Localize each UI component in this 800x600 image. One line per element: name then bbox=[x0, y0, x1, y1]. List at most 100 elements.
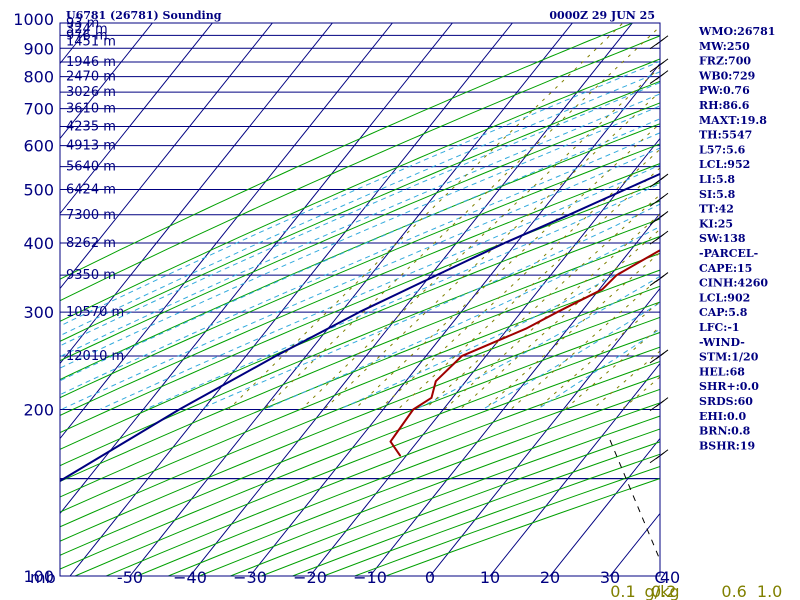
temperature-tick-label: 30 bbox=[600, 568, 620, 587]
mixing-ratio-line bbox=[263, 25, 660, 410]
mixing-ratio-unit-label: g/kg bbox=[645, 582, 680, 600]
height-label: 3610 m bbox=[66, 102, 116, 117]
plot-frame bbox=[59, 22, 661, 577]
index-entry: -WIND- bbox=[699, 336, 745, 349]
index-entry: EHI:0.0 bbox=[699, 410, 746, 423]
temperature-trace-point bbox=[461, 355, 463, 357]
dewpoint-trace-point bbox=[358, 311, 360, 313]
index-entry: FRZ:700 bbox=[699, 55, 751, 68]
height-label: 2470 m bbox=[66, 70, 116, 85]
dewpoint-trace-point bbox=[568, 213, 570, 216]
temperature-trace-point bbox=[556, 311, 558, 313]
isotherm-line bbox=[60, 23, 333, 365]
dewpoint-trace-point bbox=[63, 477, 65, 480]
index-entry: WB0:729 bbox=[698, 69, 755, 82]
height-label: 9350 m bbox=[66, 268, 116, 283]
isotherm-line bbox=[489, 362, 660, 576]
pressure-tick-label: 800 bbox=[23, 68, 54, 87]
index-entry: CAP:5.8 bbox=[699, 306, 748, 319]
temperature-tick-label: −40 bbox=[173, 568, 207, 587]
dry-adiabat-line bbox=[60, 218, 660, 467]
index-entry: LI:5.8 bbox=[699, 173, 735, 186]
isotherm-line bbox=[309, 137, 660, 576]
index-entry: LCL:902 bbox=[699, 291, 750, 304]
station-title: U6781 (26781) Sounding bbox=[66, 9, 222, 22]
pressure-tick-label: 500 bbox=[23, 180, 54, 199]
index-entry: WMO:26781 bbox=[698, 25, 775, 38]
index-entry: SHR+:0.0 bbox=[699, 380, 759, 393]
pressure-tick-label: 700 bbox=[23, 100, 54, 119]
pressure-tick-label: 900 bbox=[23, 39, 54, 58]
temperature-tick-label: 20 bbox=[540, 568, 560, 587]
temperature-trace-point bbox=[435, 380, 437, 383]
dewpoint-trace-point bbox=[275, 355, 277, 357]
height-label: 4913 m bbox=[66, 139, 116, 154]
moist-adiabat-line bbox=[60, 82, 660, 347]
hodograph-guide bbox=[609, 439, 661, 561]
index-entry: TT:42 bbox=[699, 203, 734, 216]
isotherm-line bbox=[129, 23, 573, 576]
index-entry: RH:86.6 bbox=[699, 99, 750, 112]
index-entry: BRN:0.8 bbox=[699, 425, 751, 438]
temperature-trace-point bbox=[399, 454, 402, 457]
index-entry: STM:1/20 bbox=[699, 351, 759, 364]
mixing-ratio-line bbox=[300, 66, 660, 410]
mixing-ratio-tick-label: 0.2 bbox=[651, 582, 676, 600]
temperature-tick-label: 0 bbox=[425, 568, 435, 587]
height-label: 1451 m bbox=[66, 35, 116, 50]
height-label: 5640 m bbox=[66, 160, 116, 175]
temperature-tick-label: −20 bbox=[293, 568, 327, 587]
isotherm-line bbox=[60, 23, 213, 215]
height-label: 12010 m bbox=[66, 349, 124, 364]
temperature-trace-point bbox=[601, 288, 604, 291]
temperature-tick-label: 10 bbox=[480, 568, 500, 587]
isotherm-line bbox=[429, 287, 660, 576]
temperature-tick-label: -50 bbox=[117, 568, 143, 587]
dry-adiabat-line bbox=[60, 58, 660, 322]
dry-adiabat-line bbox=[60, 123, 660, 381]
temperature-unit-label: C bbox=[654, 568, 665, 587]
index-entry: BSHR:19 bbox=[699, 439, 755, 452]
pressure-tick-label: 600 bbox=[23, 137, 54, 156]
dry-adiabat-line bbox=[60, 301, 660, 542]
isotherm-line bbox=[60, 23, 153, 140]
index-entry: CINH:4260 bbox=[699, 277, 768, 290]
height-label: 10570 m bbox=[66, 305, 124, 320]
dry-adiabat-line bbox=[60, 35, 660, 302]
dry-adiabat-line bbox=[60, 182, 660, 434]
dry-adiabat-line bbox=[60, 252, 660, 498]
moist-adiabat-line bbox=[60, 60, 660, 327]
temperature-trace-point bbox=[615, 274, 618, 276]
dewpoint-trace-point bbox=[435, 274, 438, 276]
height-label: 93 m bbox=[66, 16, 99, 31]
thermo-grid bbox=[60, 23, 660, 576]
height-label: 1946 m bbox=[66, 55, 116, 70]
pressure-tick-label: 200 bbox=[23, 401, 54, 420]
mixing-ratio-line bbox=[443, 213, 660, 410]
index-entry: SW:138 bbox=[699, 232, 746, 245]
index-entry: KI:25 bbox=[699, 217, 733, 230]
moist-adiabat-line bbox=[61, 147, 660, 410]
moist-adiabat-line bbox=[415, 275, 660, 410]
height-label: 6424 m bbox=[66, 182, 116, 197]
temperature-tick-label: −30 bbox=[233, 568, 267, 587]
index-entry: MW:250 bbox=[699, 40, 750, 53]
index-entry: L57:5.6 bbox=[699, 143, 746, 156]
dry-adiabat-line bbox=[60, 102, 660, 362]
height-label: 7300 m bbox=[66, 208, 116, 223]
index-entry: SI:5.8 bbox=[699, 188, 736, 201]
dewpoint-trace-point bbox=[624, 188, 627, 191]
dry-adiabat-line bbox=[74, 346, 660, 576]
index-entry: CAPE:15 bbox=[699, 262, 752, 275]
height-label: 4235 m bbox=[66, 119, 116, 134]
temperature-trace-point bbox=[525, 327, 527, 330]
moist-adiabat-line bbox=[60, 105, 660, 369]
dry-adiabat-line bbox=[60, 316, 660, 556]
moist-adiabat-line bbox=[60, 71, 660, 337]
index-entry: TH:5547 bbox=[699, 129, 752, 142]
height-label: 8262 m bbox=[66, 236, 116, 251]
pressure-tick-label: 100 bbox=[23, 567, 54, 586]
